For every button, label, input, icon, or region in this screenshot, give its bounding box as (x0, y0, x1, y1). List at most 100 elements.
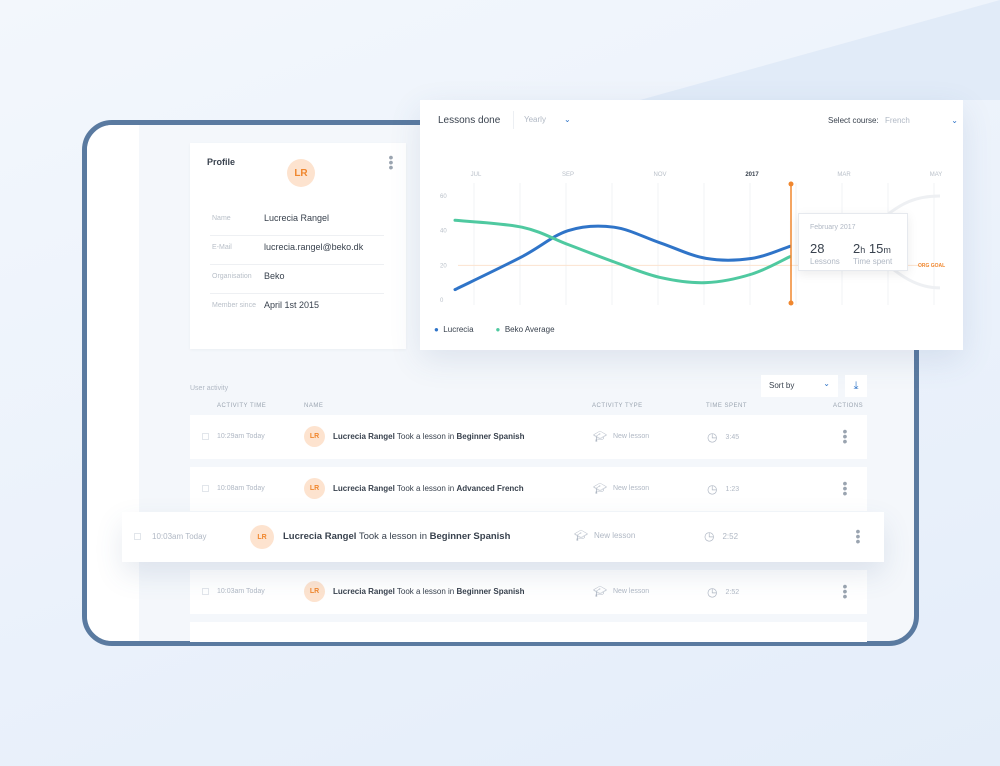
background-shape (640, 0, 1000, 100)
activity-description: Lucrecia Rangel Took a lesson in Beginne… (333, 587, 525, 596)
row-checkbox[interactable] (202, 588, 209, 595)
chart-title: Lessons done (438, 115, 501, 126)
clock-icon: ◷ (707, 585, 718, 599)
x-tick-label: NOV (653, 172, 666, 178)
more-icon[interactable]: • • • (388, 149, 394, 175)
profile-field-org: Organisation Beko (210, 265, 384, 294)
more-icon[interactable]: • • • (842, 423, 848, 449)
lessons-chart-card: Lessons done Yearly ⌄ Select course: Fren… (420, 100, 963, 350)
sort-by-select[interactable]: Sort by ⌄ (761, 375, 838, 397)
clock-icon: ◷ (704, 529, 715, 543)
activity-type: 🎓︎ New lesson (574, 530, 636, 542)
profile-field-email: E-Mail lucrecia.rangel@beko.dk (210, 236, 384, 265)
column-header[interactable]: TIME SPENT (706, 403, 748, 409)
activity-time: 10:03am Today (152, 532, 207, 541)
column-header[interactable]: ACTIONS (833, 403, 864, 409)
clock-icon: ◷ (707, 482, 718, 496)
graduation-cap-icon: 🎓︎ (593, 586, 607, 598)
download-button[interactable]: ⤓ (845, 375, 867, 397)
clock-icon: ◷ (707, 430, 718, 444)
time-spent: ◷ 1:23 (707, 482, 740, 496)
tooltip-time-value: 2h 15m (853, 241, 891, 256)
field-value: lucrecia.rangel@beko.dk (264, 242, 364, 252)
time-spent: ◷ 3:45 (707, 430, 740, 444)
dot-icon: ● (434, 325, 439, 334)
profile-title: Profile (207, 157, 236, 167)
divider (513, 111, 514, 129)
tooltip-date: February 2017 (810, 224, 856, 231)
x-tick-label: SEP (562, 172, 574, 178)
course-value: French (884, 116, 910, 125)
course-select[interactable]: Select course: French ⌄ (828, 116, 958, 125)
y-tick-label: 0 (440, 298, 444, 304)
time-spent: ◷ 2:52 (707, 585, 740, 599)
marker-dot (788, 181, 794, 187)
column-header[interactable]: ACTIVITY TYPE (592, 403, 643, 409)
column-header[interactable]: ACTIVITY TIME (217, 403, 267, 409)
field-label: Name (212, 215, 231, 222)
tooltip-lessons-value: 28 (810, 241, 825, 256)
activity-time: 10:29am Today (217, 433, 265, 440)
activity-description: Lucrecia Rangel Took a lesson in Beginne… (283, 531, 511, 542)
table-row[interactable]: 10:03am Today LR Lucrecia Rangel Took a … (190, 570, 867, 614)
field-value: April 1st 2015 (264, 300, 320, 310)
field-label: Organisation (212, 273, 252, 280)
y-tick-label: 20 (440, 263, 447, 269)
table-row[interactable]: 10:03am Today LR Lucrecia Rangel Took a … (122, 512, 884, 562)
graduation-cap-icon: 🎓︎ (574, 530, 588, 542)
avatar: LR (287, 159, 315, 187)
period-value: Yearly (524, 115, 546, 124)
legend-beko-average[interactable]: ● Beko Average (495, 325, 555, 334)
more-icon[interactable]: • • • (842, 475, 848, 501)
legend: ● Lucrecia ● Beko Average (434, 325, 555, 334)
period-select[interactable]: Yearly ⌄ (524, 115, 574, 124)
more-icon[interactable]: • • • (842, 578, 848, 604)
activity-title: User activity (190, 385, 229, 392)
tooltip-lessons-label: Lessons (810, 257, 840, 266)
legend-lucrecia[interactable]: ● Lucrecia (434, 325, 474, 334)
row-checkbox[interactable] (134, 533, 141, 540)
course-label: Select course: (828, 116, 879, 125)
activity-description: Lucrecia Rangel Took a lesson in Beginne… (333, 432, 525, 441)
row-checkbox[interactable] (202, 433, 209, 440)
chevron-down-icon: ⌄ (823, 379, 830, 388)
marker-dot (788, 300, 794, 306)
activity-time: 10:03am Today (217, 588, 265, 595)
y-tick-label: 40 (440, 229, 447, 235)
activity-description: Lucrecia Rangel Took a lesson in Advance… (333, 484, 524, 493)
chevron-down-icon: ⌄ (951, 116, 958, 125)
profile-card: Profile LR • • • Name Lucrecia Rangel E-Mai… (190, 143, 406, 349)
series-line-beko-average (453, 218, 792, 285)
table-row[interactable]: 10:29am Today LR Lucrecia Rangel Took a … (190, 415, 867, 459)
activity-time: 10:08am Today (217, 485, 265, 492)
org-goal-label: ORG GOAL (918, 263, 946, 269)
field-value: Lucrecia Rangel (264, 213, 330, 223)
avatar: LR (304, 581, 325, 602)
tooltip: February 2017 28 Lessons 2h 15m Time spe… (798, 213, 908, 271)
field-label: E-Mail (212, 244, 232, 251)
more-icon[interactable]: • • • (855, 523, 861, 549)
avatar: LR (250, 525, 274, 549)
activity-type: 🎓︎ New lesson (593, 483, 650, 495)
activity-type: 🎓︎ New lesson (593, 431, 650, 443)
x-tick-label: JUL (471, 172, 482, 178)
x-tick-label: MAY (930, 172, 943, 178)
profile-field-name: Name Lucrecia Rangel (210, 207, 384, 236)
table-row[interactable] (190, 622, 867, 642)
column-header[interactable]: NAME (304, 403, 324, 409)
sidebar (87, 125, 139, 641)
graduation-cap-icon: 🎓︎ (593, 431, 607, 443)
row-checkbox[interactable] (202, 485, 209, 492)
activity-type: 🎓︎ New lesson (593, 586, 650, 598)
time-spent: ◷ 2:52 (704, 529, 739, 543)
tooltip-time-label: Time spent (853, 257, 893, 266)
dot-icon: ● (495, 325, 501, 334)
field-label: Member since (212, 302, 256, 309)
series-line-lucrecia (453, 224, 792, 292)
table-row[interactable]: 10:08am Today LR Lucrecia Rangel Took a … (190, 467, 867, 511)
avatar: LR (304, 426, 325, 447)
chevron-down-icon: ⌄ (564, 115, 571, 124)
x-tick-label: 2017 (745, 172, 759, 178)
y-tick-label: 60 (440, 194, 447, 200)
profile-field-member-since: Member since April 1st 2015 (210, 294, 384, 323)
